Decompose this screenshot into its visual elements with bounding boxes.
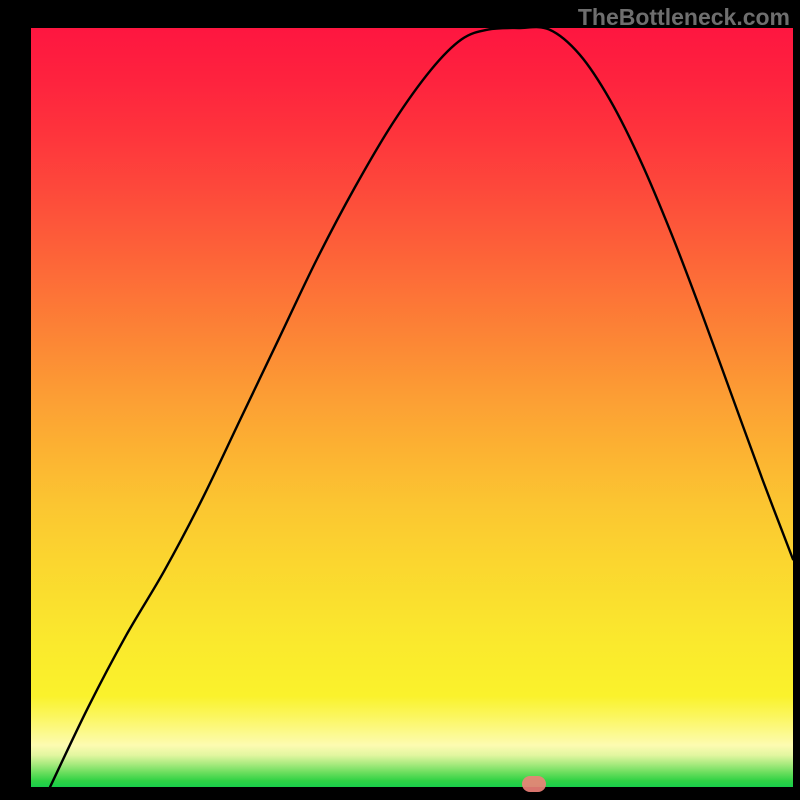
valley-marker (522, 776, 546, 792)
plot-svg (31, 28, 793, 787)
watermark-text: TheBottleneck.com (578, 4, 790, 31)
chart-canvas: { "watermark": { "text": "TheBottleneck.… (0, 0, 800, 800)
plot-area (31, 28, 793, 787)
